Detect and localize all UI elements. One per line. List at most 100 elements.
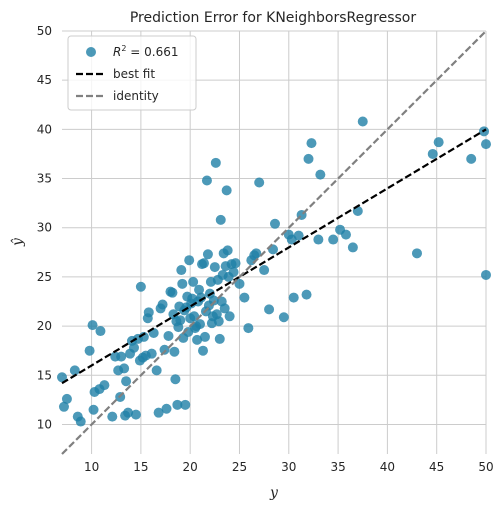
data-point xyxy=(209,262,220,273)
x-tick-label: 30 xyxy=(281,460,296,474)
data-point xyxy=(57,372,67,383)
data-point xyxy=(313,234,324,245)
data-point xyxy=(254,177,265,188)
data-point xyxy=(169,346,180,357)
data-point xyxy=(135,281,146,292)
data-point xyxy=(99,380,110,391)
legend-point-marker xyxy=(86,47,96,57)
data-point xyxy=(177,278,188,289)
data-point xyxy=(259,265,270,276)
data-point xyxy=(75,416,86,427)
data-point xyxy=(195,319,206,330)
data-point xyxy=(184,255,195,266)
legend-r2-value: = 0.661 xyxy=(126,45,178,59)
data-point xyxy=(213,316,224,327)
data-point xyxy=(215,214,226,225)
data-point xyxy=(264,304,275,315)
x-tick-label: 50 xyxy=(478,460,493,474)
data-point xyxy=(201,175,212,186)
data-point xyxy=(87,320,98,331)
x-tick-label: 40 xyxy=(380,460,395,474)
x-tick-label: 25 xyxy=(232,460,247,474)
data-point xyxy=(128,342,139,353)
best-fit-line xyxy=(61,128,487,385)
data-point xyxy=(176,265,187,276)
y-tick-label: 25 xyxy=(37,270,52,284)
data-point xyxy=(163,330,174,341)
legend-r2-symbol: R xyxy=(113,45,121,59)
data-point xyxy=(161,403,172,414)
y-tick-label: 15 xyxy=(37,368,52,382)
data-point xyxy=(222,245,233,256)
data-point xyxy=(194,284,205,295)
data-point xyxy=(210,157,221,168)
data-point xyxy=(466,153,477,164)
data-point xyxy=(251,248,262,259)
y-tick-label: 50 xyxy=(37,24,52,38)
data-point xyxy=(151,365,162,376)
data-point xyxy=(146,348,157,359)
data-point xyxy=(340,229,351,240)
y-axis-label: ŷ xyxy=(9,237,26,247)
x-tick-label: 15 xyxy=(133,460,148,474)
data-point xyxy=(172,399,183,410)
data-point xyxy=(84,345,95,356)
data-point xyxy=(58,401,69,412)
legend-r2-label: R2 = 0.661 xyxy=(113,44,178,59)
data-point xyxy=(61,393,72,404)
data-point xyxy=(95,326,106,337)
data-point xyxy=(202,249,213,260)
legend-identity-label: identity xyxy=(113,89,159,103)
x-axis-label: y xyxy=(269,485,279,501)
y-tick-label: 40 xyxy=(37,122,52,136)
data-point xyxy=(228,267,239,278)
data-point xyxy=(239,292,250,303)
data-point xyxy=(315,169,326,180)
scatter-points xyxy=(57,116,491,427)
data-point xyxy=(192,334,203,345)
data-point xyxy=(224,311,235,322)
data-point xyxy=(269,218,280,229)
data-point xyxy=(433,137,444,148)
x-tick-label: 10 xyxy=(84,460,99,474)
y-tick-label: 30 xyxy=(37,221,52,235)
data-point xyxy=(157,299,168,310)
data-point xyxy=(208,295,219,306)
legend: R2 = 0.661 best fit identity xyxy=(67,35,197,111)
data-point xyxy=(130,409,141,420)
data-point xyxy=(88,404,99,415)
data-point xyxy=(153,407,164,418)
legend-r2-exponent: 2 xyxy=(121,44,126,53)
y-tick-label: 20 xyxy=(37,319,52,333)
data-point xyxy=(219,303,230,314)
grid-lines xyxy=(62,30,487,454)
x-tick-labels: 10 15 20 25 30 35 40 45 50 xyxy=(84,460,494,474)
data-point xyxy=(357,116,368,127)
data-point xyxy=(293,230,304,241)
data-point xyxy=(107,411,118,422)
data-point xyxy=(188,276,199,287)
y-tick-label: 35 xyxy=(37,172,52,186)
data-point xyxy=(306,138,317,149)
data-point xyxy=(143,307,154,318)
y-tick-labels: 10 15 20 25 30 35 40 45 50 xyxy=(37,24,52,431)
data-point xyxy=(288,292,299,303)
data-point xyxy=(427,148,438,159)
data-point xyxy=(69,365,80,376)
data-point xyxy=(196,292,207,303)
data-point xyxy=(347,242,358,253)
data-point xyxy=(119,363,130,374)
data-point xyxy=(234,278,245,289)
legend-box xyxy=(67,35,197,111)
x-tick-label: 45 xyxy=(429,460,444,474)
data-point xyxy=(243,323,254,334)
data-point xyxy=(411,248,422,259)
data-point xyxy=(230,258,241,269)
data-point xyxy=(180,399,191,410)
data-point xyxy=(214,333,225,344)
data-point xyxy=(278,312,289,323)
data-point xyxy=(303,153,314,164)
data-point xyxy=(159,344,170,355)
data-point xyxy=(199,331,210,342)
